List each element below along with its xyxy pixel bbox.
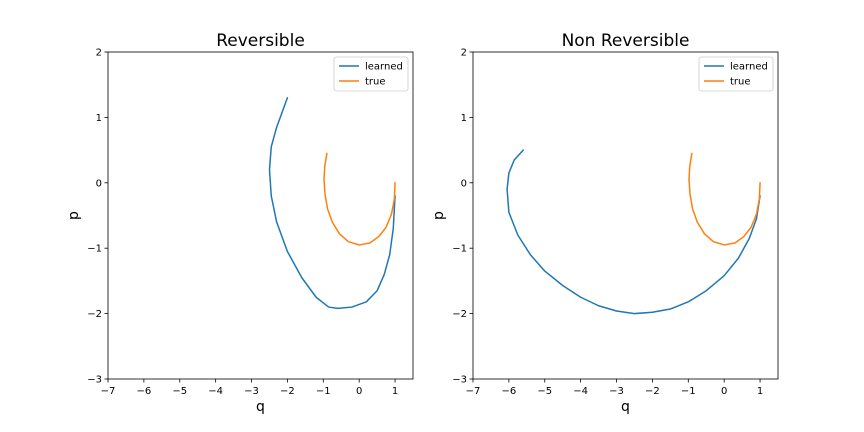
non-reversible-x-axis-label: q xyxy=(621,399,630,415)
non-reversible-plot-area xyxy=(473,52,778,379)
reversible-series-true-line xyxy=(323,152,396,246)
reversible-legend-label-true: true xyxy=(365,77,386,88)
reversible-legend: learned true xyxy=(333,56,409,92)
reversible-series-learned-line xyxy=(268,97,396,310)
reversible-x-tick-label: −5 xyxy=(172,386,187,397)
non-reversible-y-tick-label: 1 xyxy=(461,113,467,124)
non-reversible-x-tick-label: −3 xyxy=(609,386,624,397)
reversible-x-tick-label: −3 xyxy=(244,386,259,397)
reversible-x-tick-label: 0 xyxy=(356,386,362,397)
non-reversible-x-tick-label: −4 xyxy=(573,386,588,397)
non-reversible-x-tick-label: −6 xyxy=(502,386,517,397)
non-reversible-y-tick-label: −1 xyxy=(452,244,467,255)
reversible-x-tick-label: 1 xyxy=(392,386,398,397)
reversible-y-tick-label: 2 xyxy=(96,48,102,59)
non-reversible-x-tick-label: 1 xyxy=(757,386,763,397)
reversible-y-tick-label: −2 xyxy=(87,309,102,320)
reversible-plot: −7 −6 −5 −4 −3 −2 −1 0 1 −3 −2 −1 0 1 2 Reversible q p lea… xyxy=(66,31,414,415)
reversible-y-tick-label: −1 xyxy=(87,244,102,255)
reversible-legend-label-learned: learned xyxy=(365,62,403,73)
non-reversible-axes-frame xyxy=(472,51,779,380)
non-reversible-legend-label-learned: learned xyxy=(730,62,768,73)
non-reversible-y-tick-label: −2 xyxy=(452,309,467,320)
non-reversible-title: Non Reversible xyxy=(562,31,690,51)
non-reversible-y-tick-label: −3 xyxy=(452,375,467,386)
reversible-x-tick-label: −6 xyxy=(137,386,152,397)
reversible-y-axis-label: p xyxy=(66,211,82,220)
non-reversible-series-learned-line xyxy=(506,149,761,315)
reversible-y-tick-label: 0 xyxy=(96,178,102,189)
non-reversible-x-tick-label: −1 xyxy=(681,386,696,397)
reversible-y-tick-label: −3 xyxy=(87,375,102,386)
reversible-x-tick-label: −1 xyxy=(316,386,331,397)
non-reversible-legend: learned true xyxy=(698,56,774,92)
reversible-x-tick-label: −4 xyxy=(208,386,223,397)
reversible-x-axis-label: q xyxy=(256,399,265,415)
non-reversible-plot: −7 −6 −5 −4 −3 −2 −1 0 1 −3 −2 −1 0 1 2 Non Reversible q… xyxy=(431,31,779,415)
non-reversible-y-axis-label: p xyxy=(431,211,447,220)
reversible-axes-frame xyxy=(107,51,414,380)
reversible-x-tick-label: −7 xyxy=(101,386,116,397)
non-reversible-y-tick-label: 2 xyxy=(461,48,467,59)
reversible-y-tick-label: 1 xyxy=(96,113,102,124)
non-reversible-x-tick-label: −2 xyxy=(645,386,660,397)
non-reversible-x-tick-label: 0 xyxy=(721,386,727,397)
reversible-plot-area xyxy=(108,52,413,379)
non-reversible-series-true-line xyxy=(688,152,761,246)
reversible-x-tick-label: −2 xyxy=(280,386,295,397)
non-reversible-y-tick-label: 0 xyxy=(461,178,467,189)
non-reversible-x-tick-label: −7 xyxy=(466,386,481,397)
non-reversible-x-tick-label: −5 xyxy=(537,386,552,397)
non-reversible-legend-label-true: true xyxy=(730,77,751,88)
reversible-title: Reversible xyxy=(216,31,305,51)
